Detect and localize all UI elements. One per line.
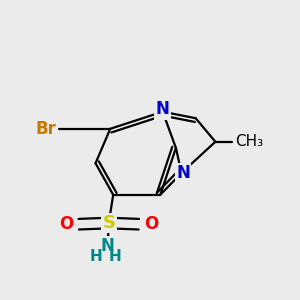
Text: CH₃: CH₃ [235, 134, 263, 149]
Text: N: N [100, 237, 114, 255]
Text: N: N [176, 164, 190, 182]
Text: H: H [108, 249, 121, 264]
Text: O: O [59, 215, 74, 233]
Text: N: N [156, 100, 170, 118]
Text: H: H [89, 249, 102, 264]
Text: S: S [102, 214, 115, 232]
Text: O: O [144, 215, 158, 233]
Text: Br: Br [35, 120, 56, 138]
